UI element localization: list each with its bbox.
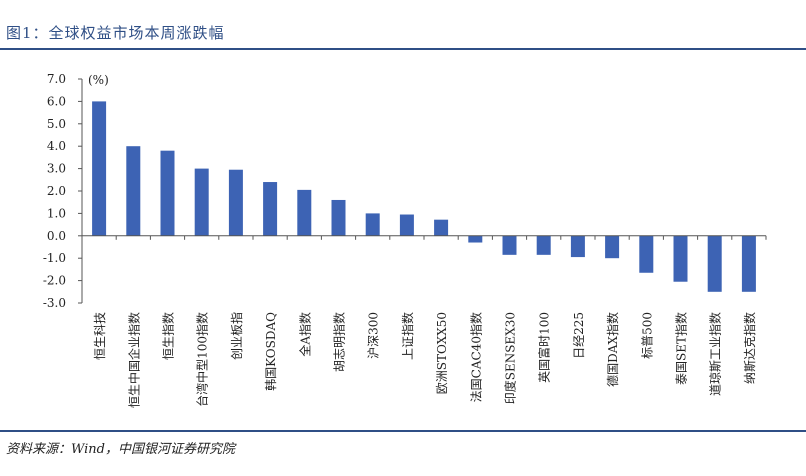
bar [194, 168, 209, 236]
bar [502, 235, 517, 255]
category-label: 胡志明指数 [332, 312, 347, 372]
category-label: 创业板指 [229, 312, 244, 360]
category-label: 欧洲STOXX50 [435, 312, 449, 394]
bar [228, 169, 243, 236]
category-label: 法国CAC40指数 [468, 312, 483, 402]
y-tick-label: 3.0 [47, 162, 66, 176]
category-label: 上证指数 [400, 312, 415, 360]
category-label: 英国富时100 [537, 312, 552, 383]
y-tick-label: 7.0 [47, 72, 66, 86]
bar [365, 213, 380, 236]
y-tick-label: 1.0 [47, 206, 66, 220]
bar [673, 235, 688, 282]
source-note: 资料来源：Wind，中国银河证券研究院 [6, 442, 235, 457]
y-tick-label: -3.0 [43, 296, 66, 310]
category-label: 道琼斯工业指数 [708, 312, 723, 396]
y-tick-label: -2.0 [43, 274, 66, 288]
category-label: 沪深300 [367, 312, 381, 359]
y-tick-label: 4.0 [47, 139, 66, 153]
x-axis [81, 235, 767, 240]
bar [399, 214, 414, 236]
y-tick-label: 0.0 [47, 229, 66, 243]
source-rule [0, 430, 806, 432]
figure-title: 图1：全球权益市场本周涨跌幅 [6, 24, 225, 42]
y-axis: 7.0 6.0 5.0 4.0 3.0 2.0 1.0 0.0 -1.0 -2.0 -3.0 [43, 72, 83, 310]
bar [707, 235, 722, 292]
category-label: 标普500 [640, 312, 654, 359]
category-label: 纳斯达克指数 [742, 312, 757, 384]
bar [605, 235, 620, 259]
category-label: 恒生指数 [161, 312, 176, 360]
category-label: 德国DAX指数 [605, 312, 620, 387]
category-label: 日经225 [572, 312, 586, 359]
category-labels: 恒生科技 恒生中国企业指数 恒生指数 台湾中型100指数 创业板指 韩国KOSDAQ 全A指… [93, 312, 757, 408]
category-label: 恒生中国企业指数 [126, 312, 141, 408]
bar [434, 219, 449, 236]
y-tick-label: 2.0 [47, 184, 66, 198]
bar [639, 235, 654, 273]
category-label: 泰国SET指数 [674, 312, 689, 385]
bar [536, 235, 551, 255]
bar-chart: 7.0 6.0 5.0 4.0 3.0 2.0 1.0 0.0 -1.0 -2.0 -3.0 恒生科… [43, 72, 767, 408]
bar [92, 101, 107, 236]
category-label: 印度SENSEX30 [503, 312, 518, 404]
bar [741, 235, 756, 292]
category-label: 台湾中型100指数 [195, 312, 210, 407]
bar [160, 150, 175, 236]
bars-group [92, 101, 756, 292]
category-label: 恒生科技 [93, 312, 107, 360]
category-label: 全A指数 [297, 312, 312, 357]
y-tick-label: 5.0 [47, 117, 66, 131]
bar [570, 235, 585, 258]
y-tick-label: 6.0 [47, 94, 66, 108]
title-rule [0, 48, 806, 50]
bar [331, 199, 346, 236]
unit-label: (%) [88, 73, 109, 87]
bar [297, 189, 312, 236]
category-label: 韩国KOSDAQ [263, 312, 278, 391]
y-tick-label: -1.0 [43, 251, 66, 265]
bar [126, 146, 141, 236]
bar [263, 182, 278, 236]
bar [468, 235, 483, 243]
